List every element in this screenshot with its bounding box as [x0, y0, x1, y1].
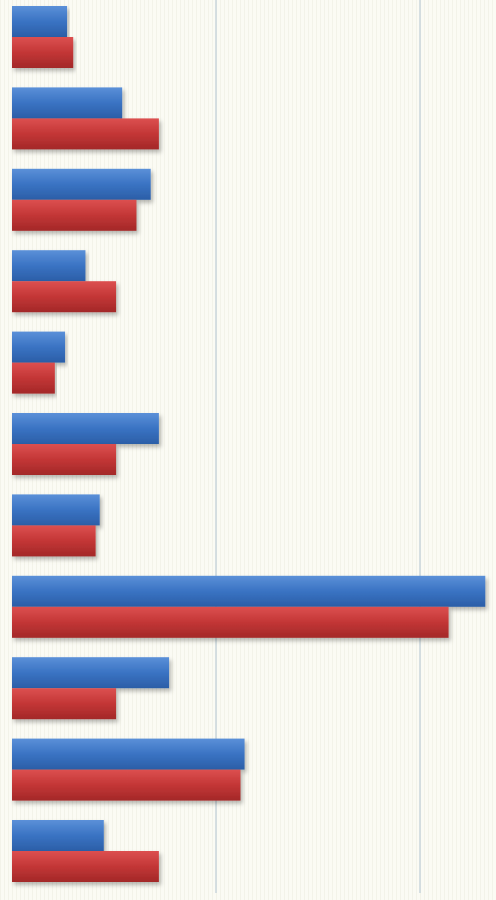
bar-series-2-category-5 [12, 362, 55, 394]
bar-series-2-category-3 [12, 199, 137, 231]
bar-series-2-category-7 [12, 525, 96, 557]
bar-series-1-category-11 [12, 820, 104, 851]
bar-series-2-category-11 [12, 851, 159, 882]
bar-series-1-category-5 [12, 331, 66, 363]
bar-series-1-category-8 [12, 575, 486, 607]
bar-series-1-category-4 [12, 250, 86, 282]
bar-series-2-category-2 [12, 118, 159, 150]
bar-series-2-category-4 [12, 281, 117, 313]
bar-series-1-category-6 [12, 413, 159, 444]
bar-series-1-category-9 [12, 657, 170, 689]
bars [12, 6, 486, 882]
bar-series-2-category-6 [12, 444, 117, 475]
bar-series-1-category-7 [12, 494, 100, 526]
bar-series-2-category-10 [12, 769, 241, 801]
bar-series-1-category-3 [12, 168, 151, 200]
bar-series-2-category-9 [12, 688, 117, 720]
bar-series-1-category-1 [12, 6, 68, 37]
bar-series-2-category-1 [12, 37, 74, 68]
bar-series-1-category-2 [12, 87, 123, 119]
bar-series-1-category-10 [12, 738, 245, 770]
bar-series-2-category-8 [12, 606, 449, 638]
